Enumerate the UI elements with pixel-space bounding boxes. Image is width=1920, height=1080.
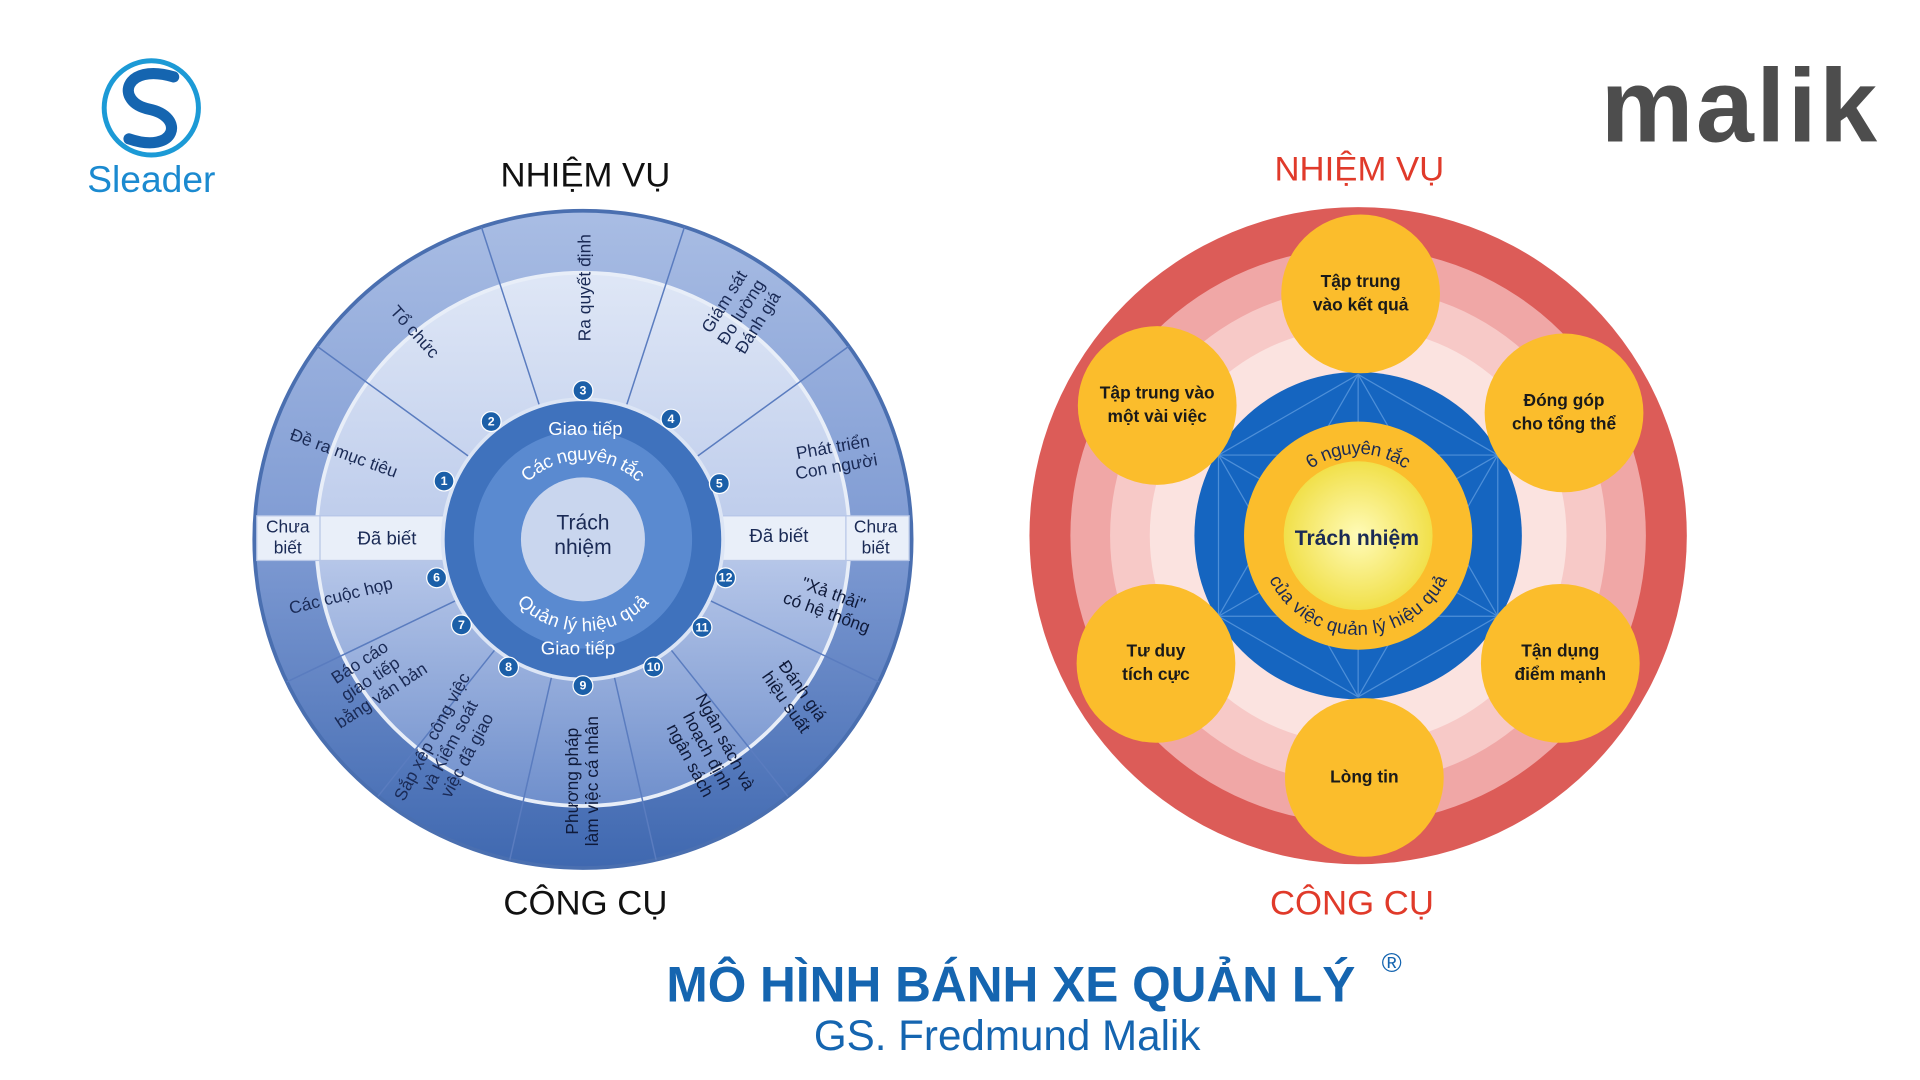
tool-label-line: làm việc cá nhân (581, 716, 601, 846)
number-text: 11 (695, 620, 708, 634)
principle-text: Tập trung vào kết quả (1313, 271, 1409, 315)
logo-ring (101, 58, 201, 158)
principle-text: Tập trung vào một vài việc (1100, 382, 1215, 426)
task-label-line: Ra quyết định (574, 234, 594, 341)
principle-text-line: Lòng tin (1330, 766, 1398, 786)
title: MÔ HÌNH BÁNH XE QUẢN LÝ (666, 955, 1355, 1012)
principle-text-line: điểm mạnh (1514, 664, 1606, 684)
sector-lines (286, 226, 880, 860)
unknown-left-line: biết (274, 537, 302, 557)
number-text: 5 (716, 476, 723, 490)
number-badge (643, 656, 665, 678)
subtitle: GS. Fredmund Malik (814, 1012, 1202, 1059)
principle-circle (1284, 698, 1444, 857)
number-badge (572, 675, 594, 697)
core-text: Trách nhiệm (554, 511, 611, 559)
number-badge (426, 567, 448, 589)
principle-circle (1480, 584, 1640, 743)
principle-circle (1076, 584, 1236, 743)
principle-text-line: cho tổng thể (1512, 413, 1616, 433)
number-text: 6 (433, 571, 440, 585)
principle-text-line: Đóng góp (1524, 390, 1605, 410)
principle-text-line: Tận dụng (1521, 640, 1599, 660)
sector-line (613, 675, 657, 860)
sector-line (316, 345, 470, 458)
core-text-line: nhiệm (554, 536, 611, 559)
principle-text-line: Tập trung vào (1100, 382, 1215, 402)
principle-text-line: Tập trung (1321, 271, 1401, 291)
number-text: 12 (719, 571, 733, 585)
sleader-logo: Sleader (87, 58, 215, 200)
number-badge (715, 567, 737, 589)
number-badge (450, 614, 472, 636)
number-badge (433, 470, 455, 492)
sector-line (625, 226, 686, 407)
number-text: 2 (488, 414, 495, 428)
known-left: Đã biết (358, 527, 418, 548)
title-mark: ® (1382, 947, 1402, 978)
sector-line (509, 675, 553, 860)
sector-line (286, 599, 457, 683)
principle-text-line: Tư duy (1127, 640, 1186, 660)
core (520, 477, 645, 602)
number-badge (691, 616, 713, 638)
sector-line (708, 599, 880, 683)
tool-label-line: Phương pháp (562, 728, 582, 835)
unknown-left-line: Chưa (266, 516, 310, 536)
logo-text: Sleader (87, 158, 215, 200)
number-text: 1 (441, 474, 448, 488)
number-badge (480, 411, 502, 433)
logo-s (122, 68, 180, 149)
number-badge (708, 473, 730, 495)
sector-line (669, 648, 789, 797)
principle-text-line: một vài việc (1108, 406, 1208, 426)
task-label: Ra quyết định (574, 234, 594, 341)
principle-circle (1484, 333, 1644, 493)
giao-tiep-top: Giao tiếp (548, 418, 622, 439)
right-bottom-label: CÔNG CỤ (1270, 883, 1434, 922)
principle-text: Lòng tin (1330, 766, 1398, 786)
number-text: 7 (458, 618, 465, 632)
right-top-label: NHIỆM VỤ (1274, 149, 1444, 188)
principle-circle (1077, 326, 1237, 485)
principle-text-line: tích cực (1122, 664, 1190, 684)
sector-line (695, 345, 850, 458)
principle-text: Tận dụng điểm mạnh (1514, 640, 1606, 684)
number-badge (497, 656, 520, 678)
malik-logo: malik (1601, 49, 1880, 165)
principle-text: Đóng góp cho tổng thể (1512, 390, 1616, 434)
core-text-line: Trách (556, 511, 609, 534)
principle-circle (1281, 214, 1440, 374)
sector-line (377, 648, 497, 797)
principle-text-line: vào kết quả (1313, 294, 1409, 314)
known-right: Đã biết (749, 525, 809, 546)
unknown-right-line: Chưa (854, 516, 898, 536)
unknown-left: Chưa biết (266, 516, 310, 557)
giao-tiep-bottom: Giao tiếp (541, 638, 615, 659)
number-badge (572, 380, 594, 402)
center-text: Trách nhiệm (1295, 527, 1419, 550)
principle-text: Tư duy tích cực (1122, 640, 1190, 684)
number-text: 3 (579, 383, 586, 397)
left-top-label: NHIỆM VỤ (501, 155, 671, 194)
number-text: 9 (579, 679, 586, 693)
number-text: 10 (647, 660, 661, 674)
number-text: 8 (505, 660, 512, 674)
tool-label: Phương pháplàm việc cá nhân (562, 716, 602, 846)
number-text: 4 (668, 412, 675, 426)
number-badge (660, 408, 682, 430)
sector-line (480, 226, 541, 407)
unknown-right-line: biết (862, 537, 890, 557)
unknown-right: Chưa biết (854, 516, 898, 557)
core (1283, 461, 1433, 611)
left-bottom-label: CÔNG CỤ (503, 883, 667, 922)
